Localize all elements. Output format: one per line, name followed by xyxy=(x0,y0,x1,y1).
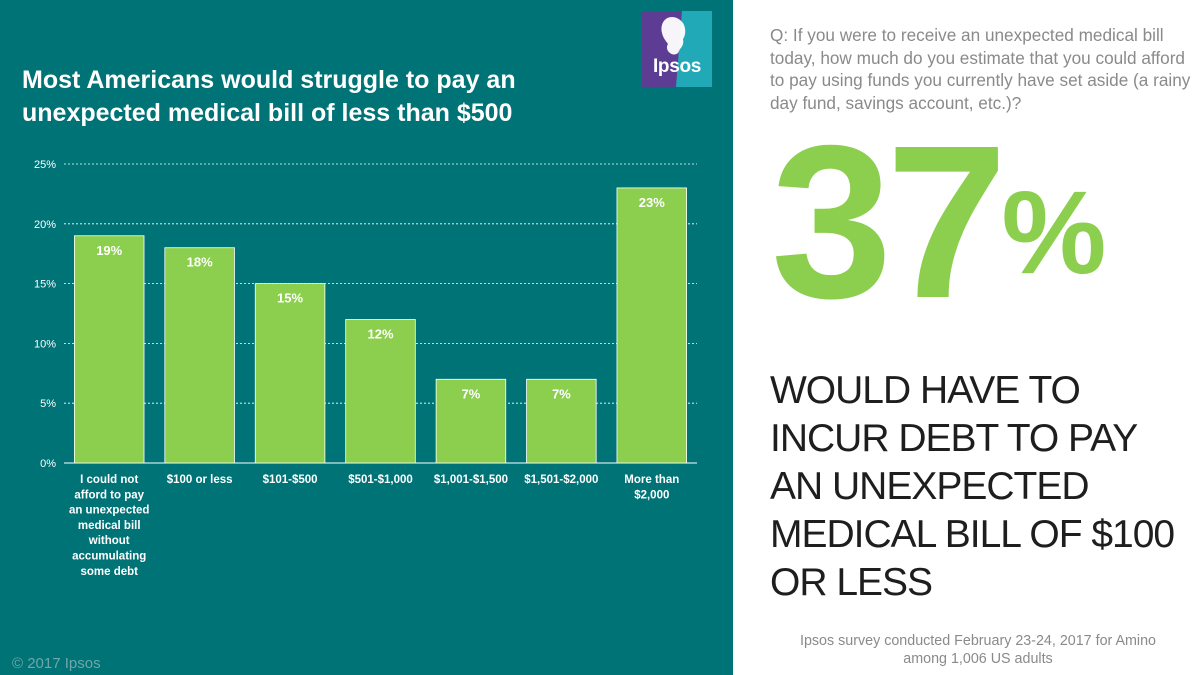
headline-stat-number: 37 xyxy=(771,101,1007,344)
ipsos-logo: Ipsos xyxy=(642,11,712,87)
headline-stat-text: WOULD HAVE TO INCUR DEBT TO PAY AN UNEXP… xyxy=(770,369,1175,604)
chart-panel: Most Americans would struggle to pay an … xyxy=(0,0,733,675)
bar xyxy=(254,283,326,464)
x-tick-label: $100 or less xyxy=(167,474,233,486)
bar-chart: 0% 5% 10% 15% 20% 25% 19% 18% 15% 12% 7% 7% 23% I c… xyxy=(34,159,697,578)
headline-stat-percent: % xyxy=(1001,167,1107,299)
bar-value-label: 7% xyxy=(552,386,571,401)
x-tick-label: $501-$1,000 xyxy=(348,474,413,486)
x-tick-label: I could not afford to pay an unexpected med… xyxy=(69,474,150,578)
chart-title: Most Americans would struggle to pay an … xyxy=(22,66,516,127)
bar-value-label: 7% xyxy=(462,386,481,401)
bar-value-label: 19% xyxy=(96,243,122,258)
bar xyxy=(616,187,688,464)
x-tick-label: $1,501-$2,000 xyxy=(524,474,598,486)
x-tick-label: $101-$500 xyxy=(263,474,318,486)
x-tick-label: More than $2,000 xyxy=(624,474,679,501)
survey-question: Q: If you were to receive an unexpected … xyxy=(770,25,1191,113)
y-tick-label: 15% xyxy=(34,279,56,291)
y-tick-label: 25% xyxy=(34,159,56,171)
headline-stat: 37% xyxy=(771,114,1191,332)
logo-text: Ipsos xyxy=(652,56,702,77)
footnote-line-2: among 1,006 US adults xyxy=(903,651,1053,667)
survey-footnote: Ipsos survey conducted February 23-24, 2… xyxy=(773,632,1183,668)
category-labels: I could not afford to pay an unexpected med… xyxy=(69,474,679,578)
bar xyxy=(345,319,416,464)
y-tick-label: 10% xyxy=(34,338,56,350)
bar xyxy=(435,378,507,464)
bar-value-label: 23% xyxy=(639,195,665,210)
bars: 19% 18% 15% 12% 7% 7% 23% xyxy=(73,187,688,464)
ipsos-logo-graphic xyxy=(642,11,712,87)
bar-value-label: 15% xyxy=(277,291,303,306)
y-tick-label: 20% xyxy=(34,219,56,231)
y-tick-label: 0% xyxy=(40,458,56,470)
bar-value-label: 12% xyxy=(367,326,393,341)
footnote-line-1: Ipsos survey conducted February 23-24, 2… xyxy=(799,633,1157,649)
x-tick-label: $1,001-$1,500 xyxy=(434,474,508,486)
bar-value-label: 18% xyxy=(187,255,213,270)
bar xyxy=(73,235,145,464)
copyright-notice: © 2017 Ipsos xyxy=(12,655,101,672)
y-tick-label: 5% xyxy=(40,398,56,410)
stat-panel: Q: If you were to receive an unexpected … xyxy=(733,0,1200,675)
bar xyxy=(526,378,597,464)
bar xyxy=(164,247,235,464)
